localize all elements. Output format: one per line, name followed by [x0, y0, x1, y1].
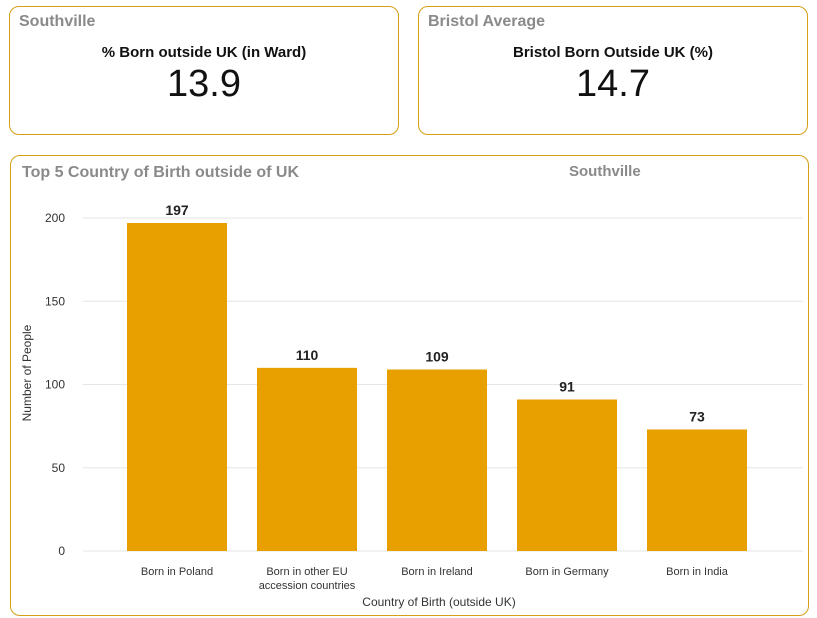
x-axis-title: Country of Birth (outside UK)	[362, 595, 515, 609]
y-tick-label: 150	[45, 294, 65, 308]
kpi-card-ward: Southville % Born outside UK (in Ward) 1…	[9, 6, 399, 135]
x-category-label: Born in other EU	[266, 566, 347, 578]
bar	[387, 369, 487, 551]
bar	[127, 222, 227, 551]
x-category-label: Born in Ireland	[401, 566, 473, 578]
bar	[517, 399, 617, 551]
kpi-ward-title: Southville	[19, 13, 96, 30]
x-category-label: accession countries	[259, 580, 356, 592]
x-category-label: Born in Poland	[141, 566, 213, 578]
kpi-bristol-value: 14.7	[576, 63, 650, 105]
y-tick-label: 100	[45, 378, 65, 392]
data-label: 197	[165, 202, 189, 218]
y-tick-label: 50	[52, 461, 66, 475]
country-of-birth-chart-card: Top 5 Country of Birth outside of UK Sou…	[10, 155, 809, 616]
y-axis-title: Number of People	[20, 324, 34, 421]
data-label: 110	[296, 347, 319, 363]
y-tick-label: 200	[45, 211, 65, 225]
data-label: 91	[559, 378, 575, 394]
data-label: 109	[425, 349, 449, 365]
kpi-ward-value: 13.9	[167, 63, 241, 105]
data-label: 73	[689, 408, 705, 424]
kpi-bristol-title: Bristol Average	[428, 13, 546, 30]
bar	[647, 429, 747, 551]
chart-subtitle: Southville	[569, 163, 641, 180]
kpi-card-bristol: Bristol Average Bristol Born Outside UK …	[418, 6, 808, 135]
x-category-label: Born in India	[666, 566, 729, 578]
bar	[257, 367, 357, 551]
bar-chart: 0 50 100 150 200 197 Born in Poland 110 Born in …	[20, 202, 803, 609]
chart-title: Top 5 Country of Birth outside of UK	[22, 164, 300, 181]
kpi-ward-label: % Born outside UK (in Ward)	[101, 44, 307, 61]
kpi-bristol-label: Bristol Born Outside UK (%)	[512, 44, 713, 61]
y-tick-label: 0	[58, 544, 65, 558]
x-category-label: Born in Germany	[525, 566, 609, 578]
